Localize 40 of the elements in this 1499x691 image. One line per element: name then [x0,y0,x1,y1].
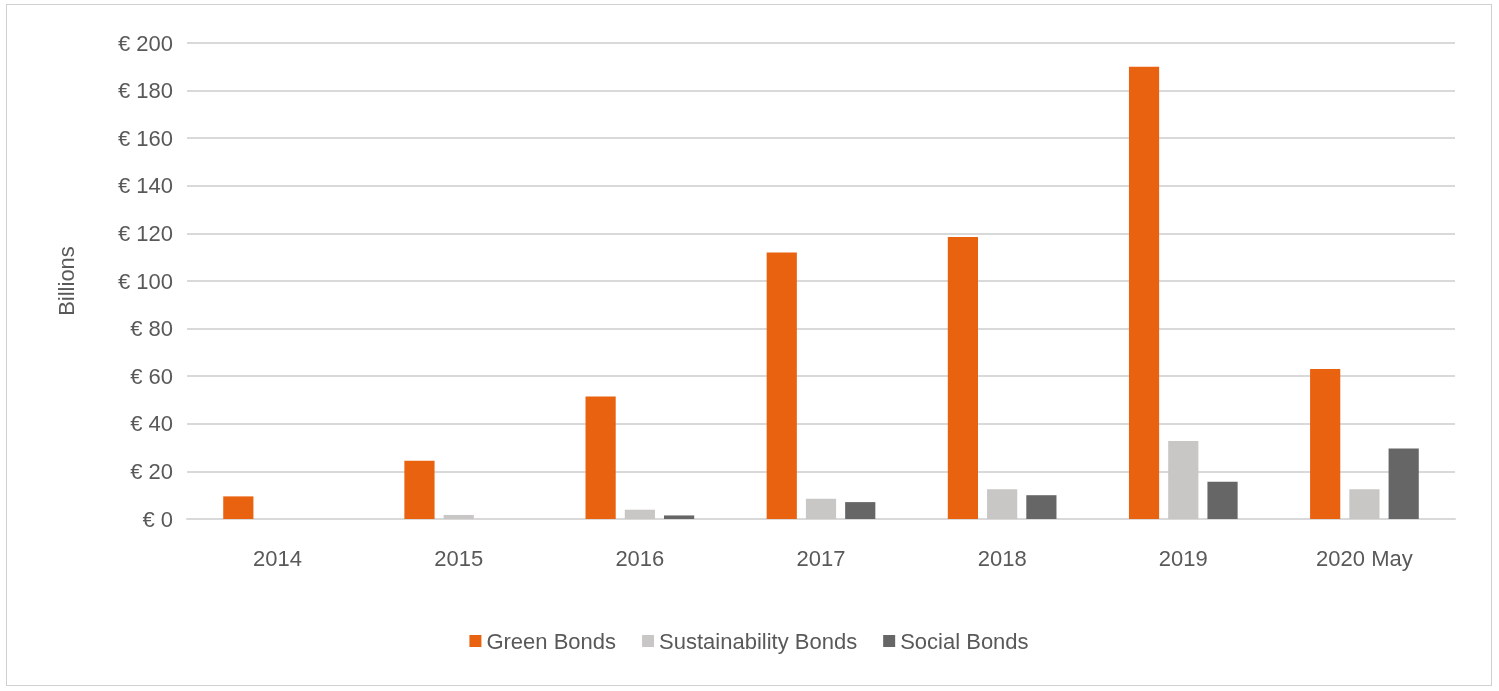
y-tick-label: € 40 [130,411,173,437]
bar [845,502,876,519]
x-tick-label: 2015 [434,545,484,571]
bar [947,236,978,519]
x-tick-label: 2016 [615,545,665,571]
bar [624,509,655,519]
y-tick-label: € 160 [117,125,173,151]
bar [1128,66,1160,519]
y-tick-label: € 20 [130,458,173,484]
x-tick-label: 2019 [1158,545,1208,571]
x-tick-label: 2017 [796,545,846,571]
bar [766,252,797,519]
bar [443,514,474,519]
legend-label: Sustainability Bonds [659,628,858,654]
bar [987,489,1018,519]
bar [404,460,435,519]
bar [1310,369,1341,519]
y-tick-label: € 140 [117,173,173,199]
bar [223,496,254,519]
bar [664,515,695,519]
y-tick-label: € 0 [142,506,173,532]
legend-label: Green Bonds [486,628,617,654]
bar [805,498,837,519]
bar [1168,440,1199,519]
x-tick-label: 2014 [253,545,303,571]
y-tick-label: € 200 [117,30,173,56]
x-tick-label: 2018 [977,545,1027,571]
bar [1026,495,1057,519]
y-tick-label: € 80 [130,316,173,342]
bar [585,396,616,519]
legend-label: Social Bonds [900,628,1029,654]
y-tick-label: € 120 [117,220,173,246]
bar [1207,481,1238,519]
y-tick-label: € 60 [130,363,173,389]
bar [1349,489,1380,519]
x-tick-label: 2020 May [1316,545,1413,571]
bar [1388,448,1419,519]
y-tick-label: € 100 [117,268,173,294]
y-tick-label: € 180 [117,78,173,104]
y-axis-title: Billions [53,246,79,316]
